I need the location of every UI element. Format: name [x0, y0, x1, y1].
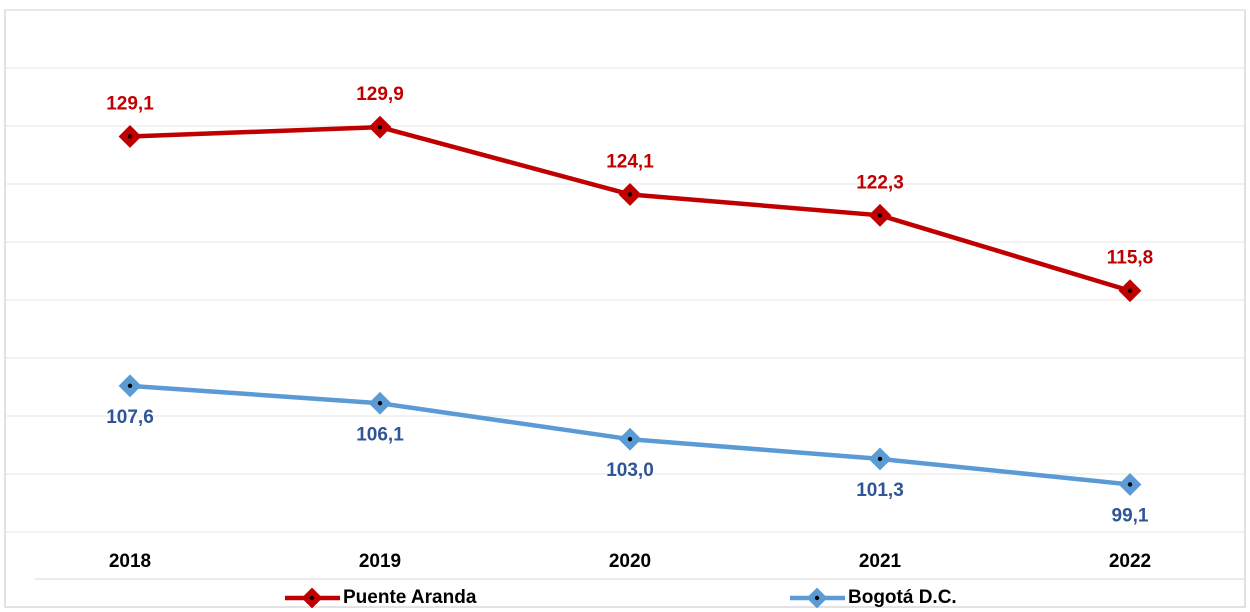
data-label: 106,1 — [356, 424, 404, 445]
data-label: 101,3 — [856, 480, 904, 501]
x-tick-label: 2018 — [109, 551, 151, 572]
chart-border — [4, 9, 1246, 608]
x-tick-label: 2021 — [859, 551, 902, 572]
data-point-dot — [627, 437, 633, 442]
data-label: 103,0 — [606, 460, 654, 481]
legend-label: Bogotá D.C. — [848, 587, 957, 608]
legend-marker-dot — [814, 595, 820, 601]
data-point-dot — [377, 124, 383, 130]
data-label: 124,1 — [606, 151, 654, 172]
data-label: 129,1 — [106, 93, 154, 114]
data-label: 122,3 — [856, 172, 904, 193]
data-label: 99,1 — [1112, 505, 1149, 526]
data-label: 115,8 — [1107, 248, 1154, 269]
data-point-dot — [1127, 288, 1133, 293]
data-point-dot — [877, 456, 883, 462]
data-point-dot — [127, 383, 133, 389]
data-point-dot — [127, 134, 133, 139]
data-point-dot — [1127, 482, 1133, 487]
data-point-dot — [627, 192, 633, 197]
data-point-dot — [377, 401, 383, 406]
x-tick-label: 2020 — [609, 551, 651, 572]
legend-marker-dot — [309, 595, 315, 601]
data-point-dot — [877, 213, 883, 218]
legend-label: Puente Aranda — [343, 587, 477, 608]
data-label: 107,6 — [106, 407, 154, 428]
x-tick-label: 2019 — [359, 551, 401, 572]
x-tick-label: 2022 — [1109, 551, 1151, 572]
data-label: 129,9 — [356, 84, 404, 105]
